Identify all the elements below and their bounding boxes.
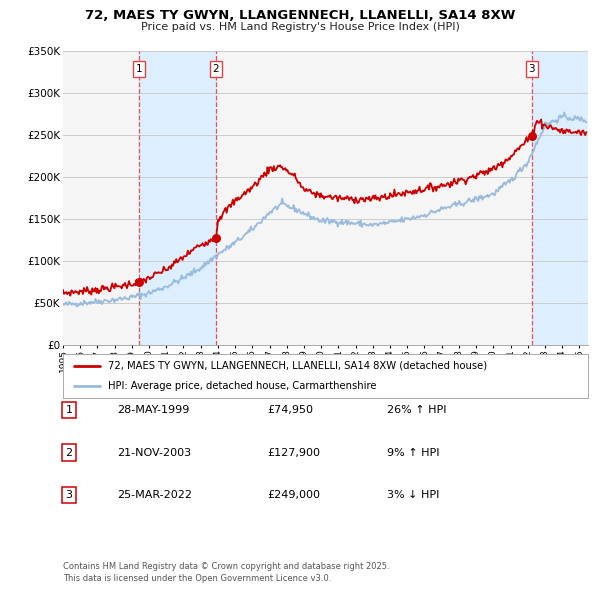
Point bbox=[527, 132, 536, 141]
Text: 3% ↓ HPI: 3% ↓ HPI bbox=[387, 490, 439, 500]
Text: 9% ↑ HPI: 9% ↑ HPI bbox=[387, 448, 439, 457]
Text: 1: 1 bbox=[65, 405, 73, 415]
Text: HPI: Average price, detached house, Carmarthenshire: HPI: Average price, detached house, Carm… bbox=[107, 381, 376, 391]
Text: Price paid vs. HM Land Registry's House Price Index (HPI): Price paid vs. HM Land Registry's House … bbox=[140, 22, 460, 32]
Text: 3: 3 bbox=[529, 64, 535, 74]
Bar bbox=[139, 51, 216, 345]
Text: 28-MAY-1999: 28-MAY-1999 bbox=[117, 405, 190, 415]
Text: Contains HM Land Registry data © Crown copyright and database right 2025.
This d: Contains HM Land Registry data © Crown c… bbox=[63, 562, 389, 583]
Point bbox=[134, 277, 144, 287]
Point bbox=[211, 233, 221, 242]
Text: 72, MAES TY GWYN, LLANGENNECH, LLANELLI, SA14 8XW: 72, MAES TY GWYN, LLANGENNECH, LLANELLI,… bbox=[85, 9, 515, 22]
Text: 25-MAR-2022: 25-MAR-2022 bbox=[117, 490, 192, 500]
Text: £127,900: £127,900 bbox=[267, 448, 320, 457]
Text: 2: 2 bbox=[213, 64, 220, 74]
Text: 21-NOV-2003: 21-NOV-2003 bbox=[117, 448, 191, 457]
Text: 2: 2 bbox=[65, 448, 73, 457]
Text: £249,000: £249,000 bbox=[267, 490, 320, 500]
Text: 3: 3 bbox=[65, 490, 73, 500]
Bar bbox=[532, 51, 588, 345]
Text: £74,950: £74,950 bbox=[267, 405, 313, 415]
Text: 72, MAES TY GWYN, LLANGENNECH, LLANELLI, SA14 8XW (detached house): 72, MAES TY GWYN, LLANGENNECH, LLANELLI,… bbox=[107, 361, 487, 371]
Text: 1: 1 bbox=[136, 64, 142, 74]
Text: 26% ↑ HPI: 26% ↑ HPI bbox=[387, 405, 446, 415]
